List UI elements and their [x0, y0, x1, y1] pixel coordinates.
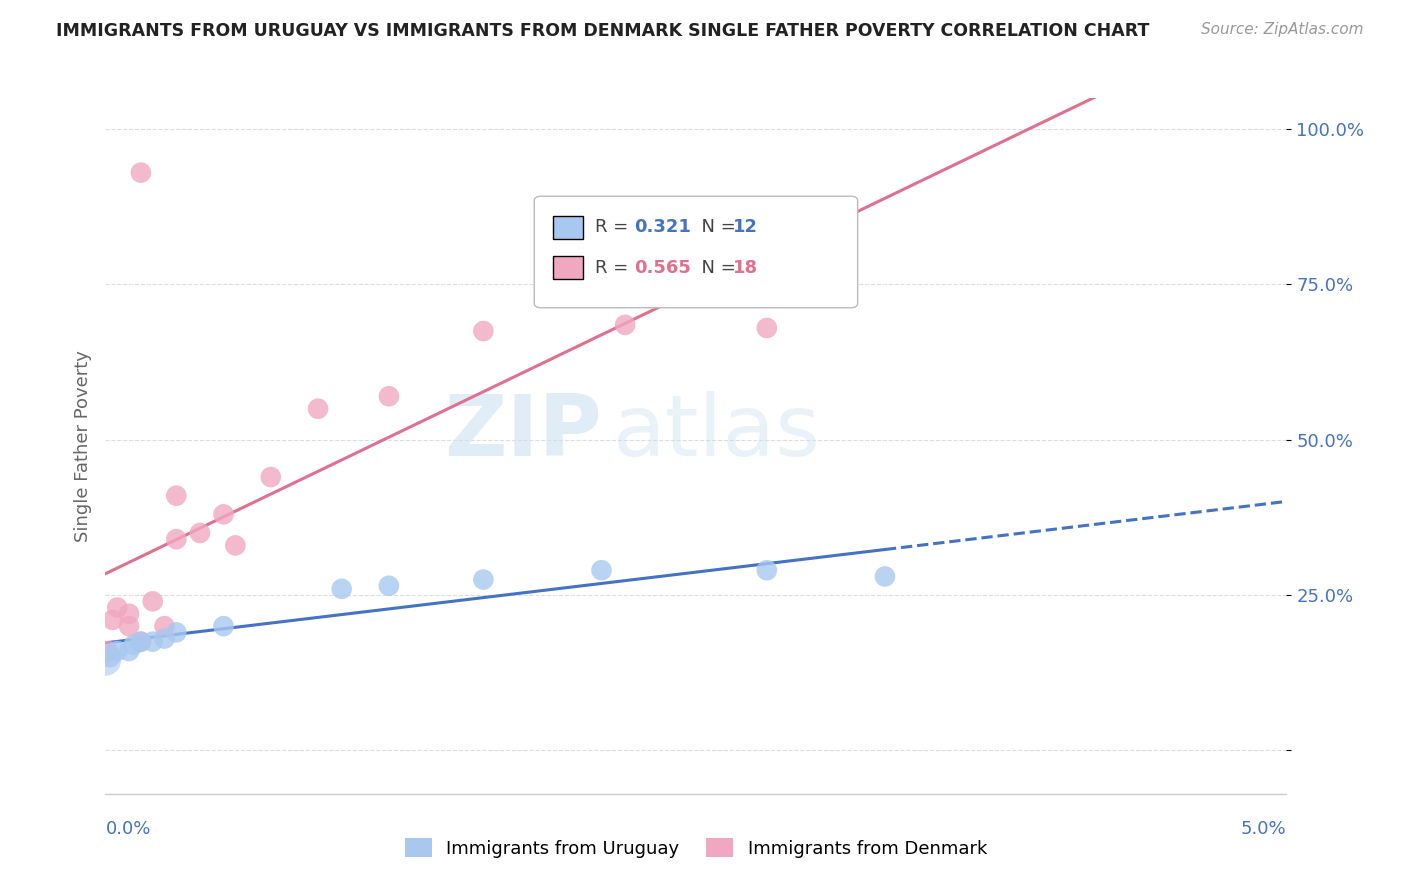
Point	[330, 582, 353, 596]
Point	[153, 619, 176, 633]
Point	[129, 634, 152, 648]
Point	[129, 634, 152, 648]
Point	[118, 644, 141, 658]
Point	[212, 508, 235, 522]
Point	[165, 532, 187, 546]
Point	[591, 563, 613, 577]
Point	[97, 644, 120, 658]
Point	[101, 613, 124, 627]
Point	[873, 569, 896, 583]
Point	[307, 401, 329, 416]
Text: R =: R =	[595, 219, 634, 236]
Text: N =: N =	[690, 259, 742, 277]
Point	[94, 653, 117, 667]
Point	[755, 563, 778, 577]
Point	[105, 644, 128, 658]
Text: ZIP: ZIP	[444, 391, 602, 474]
Point	[165, 625, 187, 640]
Y-axis label: Single Father Poverty: Single Father Poverty	[73, 350, 91, 542]
Point	[98, 650, 121, 665]
Point	[122, 638, 145, 652]
Text: 0.321: 0.321	[634, 219, 690, 236]
Text: N =: N =	[690, 219, 742, 236]
Point	[118, 607, 141, 621]
Text: 18: 18	[733, 259, 758, 277]
Point	[472, 573, 495, 587]
Point	[260, 470, 283, 484]
Point	[153, 632, 176, 646]
Point	[224, 538, 246, 552]
Legend: Immigrants from Uruguay, Immigrants from Denmark: Immigrants from Uruguay, Immigrants from…	[398, 831, 994, 865]
Point	[129, 166, 152, 180]
Point	[188, 526, 211, 541]
Point	[142, 594, 165, 608]
Point	[105, 600, 128, 615]
Text: R =: R =	[595, 259, 634, 277]
Text: 5.0%: 5.0%	[1241, 820, 1286, 838]
Text: 0.565: 0.565	[634, 259, 690, 277]
Text: atlas: atlas	[613, 391, 821, 474]
Text: IMMIGRANTS FROM URUGUAY VS IMMIGRANTS FROM DENMARK SINGLE FATHER POVERTY CORRELA: IMMIGRANTS FROM URUGUAY VS IMMIGRANTS FR…	[56, 22, 1150, 40]
Text: 12: 12	[733, 219, 758, 236]
Point	[378, 579, 401, 593]
Text: Source: ZipAtlas.com: Source: ZipAtlas.com	[1201, 22, 1364, 37]
Point	[614, 318, 637, 332]
Point	[165, 489, 187, 503]
Point	[142, 634, 165, 648]
Point	[378, 389, 401, 403]
Point	[118, 619, 141, 633]
Point	[212, 619, 235, 633]
Text: 0.0%: 0.0%	[105, 820, 150, 838]
Point	[472, 324, 495, 338]
Point	[755, 321, 778, 335]
